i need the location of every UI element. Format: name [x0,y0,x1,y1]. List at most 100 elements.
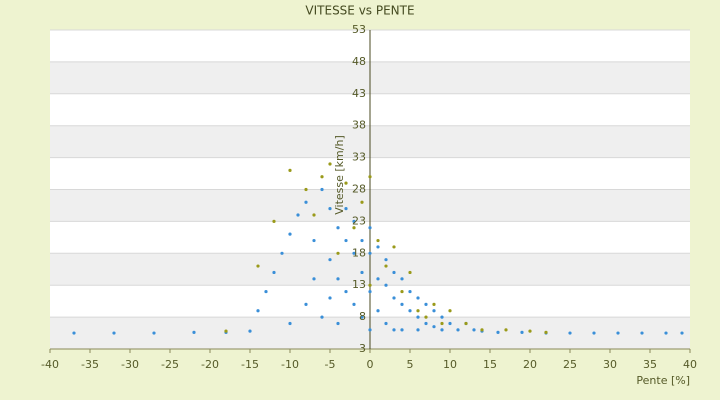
point [416,315,420,319]
point [400,277,404,281]
point [376,309,380,313]
point [320,315,324,319]
point [352,226,356,230]
point [360,315,364,319]
point [392,245,396,249]
point [320,187,324,192]
x-tick-label: -15 [241,358,259,371]
y-tick-label: 38 [352,119,366,132]
x-tick-label: 0 [367,358,374,371]
point [368,289,372,294]
x-tick-label: -25 [161,358,179,371]
y-tick-label: 18 [352,246,366,259]
point [384,321,388,326]
point [504,328,508,332]
x-tick-label: -30 [121,358,139,371]
x-tick-label: -20 [201,358,219,371]
point [248,329,252,333]
point [328,162,332,166]
point [152,331,156,335]
x-axis-label: Pente [%] [636,374,690,387]
point [344,181,348,185]
point [432,309,436,313]
y-tick-label: 3 [359,342,366,355]
point [344,289,348,294]
point [496,330,500,335]
point [664,331,668,335]
point [592,331,596,335]
point [288,321,292,326]
point [416,309,420,313]
point [336,226,340,230]
point [392,296,396,300]
point [400,302,404,306]
point [280,251,284,255]
point [416,328,420,332]
point [616,331,620,335]
point [336,277,340,281]
x-tick-label: 35 [643,358,657,371]
x-tick-label: -35 [81,358,99,371]
point [384,283,388,287]
point [528,329,532,333]
point [448,321,452,326]
point [448,309,452,313]
point [112,331,116,335]
point [296,213,300,217]
point [344,238,348,243]
point [392,270,396,275]
point [368,328,372,332]
point [288,168,292,172]
x-tick-label: 5 [407,358,414,371]
x-tick-label: -40 [41,358,59,371]
point [192,330,196,335]
point [376,238,380,243]
point [256,264,260,268]
x-tick-label: 25 [563,358,577,371]
y-tick-label: 33 [352,151,366,164]
x-tick-label: 20 [523,358,537,371]
point [344,207,348,211]
point [376,277,380,281]
point [328,258,332,262]
point [352,302,356,306]
point [384,264,388,268]
point [368,251,372,255]
point [224,329,228,333]
point [384,258,388,262]
point [304,187,308,192]
point [400,328,404,332]
x-tick-label: 10 [443,358,457,371]
y-tick-label: 53 [352,23,366,36]
point [328,207,332,211]
y-tick-label: 23 [352,214,366,227]
point [424,302,428,306]
point [312,238,316,243]
point [544,330,548,335]
point [352,219,356,223]
point [320,175,324,179]
point [408,270,412,275]
point [440,328,444,332]
point [360,270,364,275]
point [288,232,292,236]
point [520,330,524,335]
point [464,321,468,326]
point [304,200,308,204]
point [72,331,76,335]
point [272,270,276,275]
point [392,328,396,332]
point [304,302,308,306]
point [336,251,340,255]
point [472,328,476,332]
point [312,213,316,217]
y-tick-label: 28 [352,183,366,196]
x-tick-label: 40 [683,358,697,371]
point [408,289,412,294]
chart-title: VITESSE vs PENTE [305,4,414,18]
point [376,245,380,249]
point [440,315,444,319]
point [424,321,428,326]
point [360,200,364,204]
point [312,277,316,281]
